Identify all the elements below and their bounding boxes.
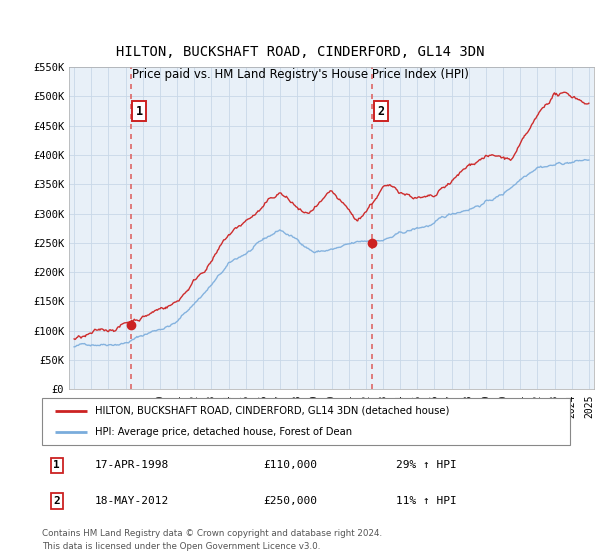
Text: 1: 1 xyxy=(53,460,60,470)
Text: 1: 1 xyxy=(136,105,143,118)
Text: 29% ↑ HPI: 29% ↑ HPI xyxy=(396,460,457,470)
Text: HPI: Average price, detached house, Forest of Dean: HPI: Average price, detached house, Fore… xyxy=(95,427,352,437)
Text: £250,000: £250,000 xyxy=(264,496,318,506)
Text: 18-MAY-2012: 18-MAY-2012 xyxy=(95,496,169,506)
Text: Price paid vs. HM Land Registry's House Price Index (HPI): Price paid vs. HM Land Registry's House … xyxy=(131,68,469,81)
Text: 17-APR-1998: 17-APR-1998 xyxy=(95,460,169,470)
Text: Contains HM Land Registry data © Crown copyright and database right 2024.: Contains HM Land Registry data © Crown c… xyxy=(42,529,382,538)
Text: HILTON, BUCKSHAFT ROAD, CINDERFORD, GL14 3DN (detached house): HILTON, BUCKSHAFT ROAD, CINDERFORD, GL14… xyxy=(95,406,449,416)
Text: 2: 2 xyxy=(377,105,385,118)
Text: £110,000: £110,000 xyxy=(264,460,318,470)
Text: This data is licensed under the Open Government Licence v3.0.: This data is licensed under the Open Gov… xyxy=(42,542,320,551)
Text: HILTON, BUCKSHAFT ROAD, CINDERFORD, GL14 3DN: HILTON, BUCKSHAFT ROAD, CINDERFORD, GL14… xyxy=(116,45,484,59)
Text: 2: 2 xyxy=(53,496,60,506)
FancyBboxPatch shape xyxy=(42,398,570,445)
Text: 11% ↑ HPI: 11% ↑ HPI xyxy=(396,496,457,506)
